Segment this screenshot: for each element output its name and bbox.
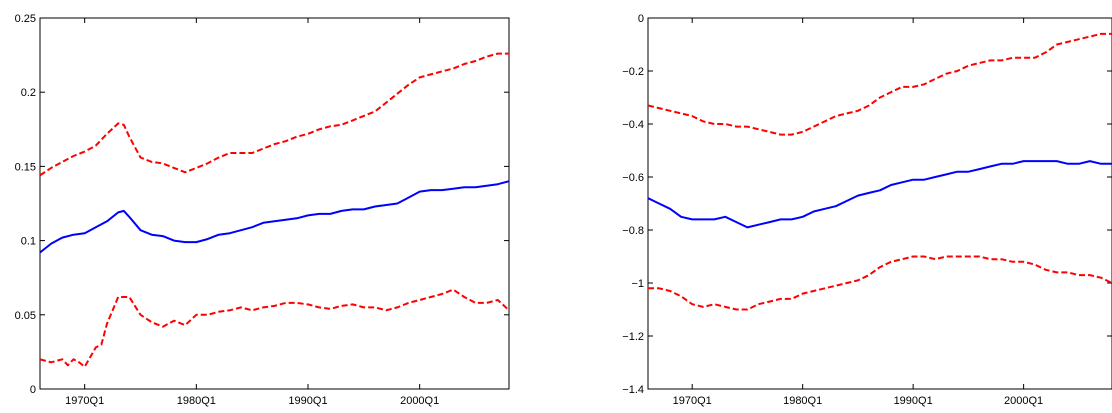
x-tick-label: 1980Q1: [177, 395, 216, 407]
y-tick-label: 0.15: [15, 161, 36, 173]
series-group: [40, 52, 509, 368]
plot-frame: [647, 17, 1112, 390]
plot-frame: [39, 17, 510, 390]
y-tick-label: −0.4: [622, 119, 644, 131]
x-tick-label: 1990Q1: [288, 395, 327, 407]
x-tick-label: 1970Q1: [673, 395, 712, 407]
y-tick-label: −0.2: [622, 66, 644, 78]
y-tick-label: −1: [631, 278, 644, 290]
x-tick-label: 1970Q1: [65, 395, 104, 407]
y-tick-label: −0.8: [622, 225, 644, 237]
estimate-line: [648, 160, 1112, 229]
x-tick-label: 2000Q1: [1004, 395, 1043, 407]
upper-band-line: [648, 32, 1112, 136]
y-tick-label: 0: [638, 13, 644, 25]
right-chart-panel: −1.4 −1.2 −1 −0.8 −0.6 −0.4 −0.2 0 1970Q1 1980Q1 1…: [622, 13, 1112, 407]
y-tick-label: 0.2: [21, 87, 36, 99]
left-chart-panel: 0 0.05 0.1 0.15 0.2 0.25 1970Q1 1980Q1 1990Q1 200…: [15, 13, 510, 407]
y-tick-label: −1.4: [622, 384, 644, 396]
y-tick-label: 0.25: [15, 13, 36, 25]
y-tick-label: 0: [30, 384, 36, 396]
estimate-line: [40, 180, 509, 254]
x-tick-label: 2000Q1: [400, 395, 439, 407]
lower-band-line: [40, 288, 509, 368]
y-tick-label: 0.05: [15, 310, 36, 322]
upper-band-line: [40, 52, 509, 177]
y-tick-label: −0.6: [622, 172, 644, 184]
x-tick-label: 1980Q1: [783, 395, 822, 407]
y-tick-label: 0.1: [21, 236, 36, 248]
lower-band-line: [648, 255, 1112, 311]
x-tick-label: 1990Q1: [894, 395, 933, 407]
series-group: [648, 32, 1112, 311]
y-tick-label: −1.2: [622, 331, 644, 343]
